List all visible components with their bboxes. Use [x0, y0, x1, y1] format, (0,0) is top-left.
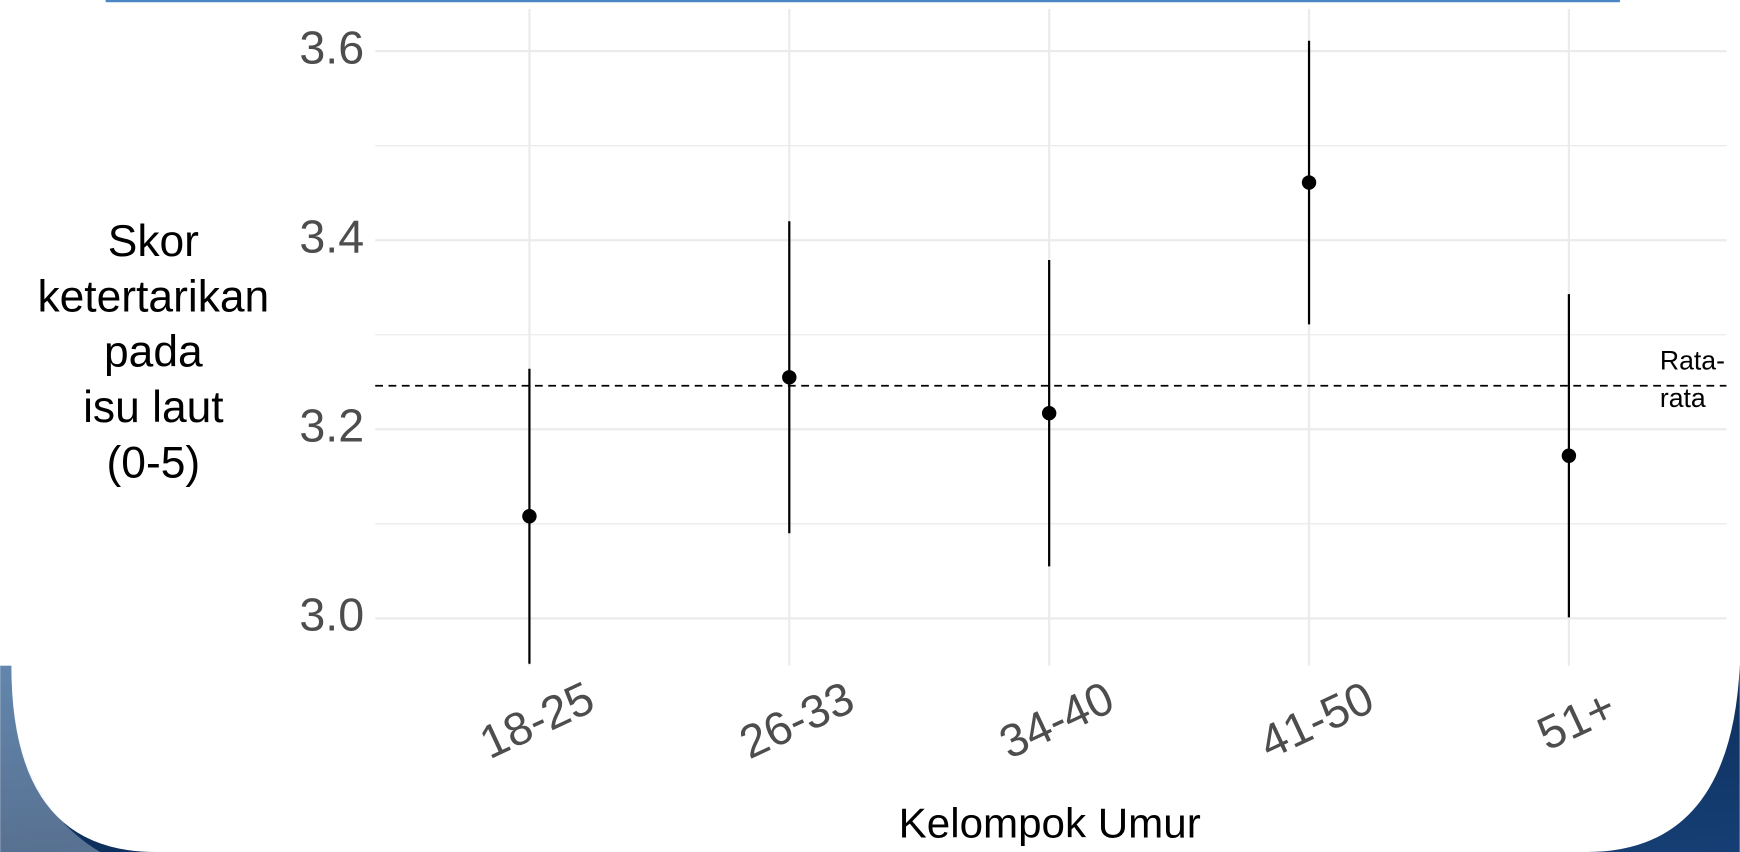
- y-axis-title: ketertarikan: [37, 272, 269, 321]
- point: [1561, 448, 1577, 463]
- y-tick-label: 3.4: [299, 211, 364, 263]
- y-axis-title: isu laut: [83, 383, 224, 432]
- point: [1041, 405, 1057, 421]
- y-tick-label: 3.6: [299, 21, 364, 73]
- mean-label: Rata-: [1660, 346, 1725, 376]
- y-axis-title: pada: [104, 328, 203, 377]
- point: [782, 370, 797, 385]
- point: [1301, 175, 1317, 190]
- y-axis-title: (0-5): [107, 439, 201, 488]
- y-tick-label: 3.2: [299, 400, 364, 452]
- y-axis-title: Skor: [108, 217, 199, 266]
- y-tick-label: 3.0: [299, 589, 364, 641]
- wave: [0, 665, 101, 852]
- mean-label: rata: [1660, 383, 1706, 413]
- point: [522, 509, 537, 524]
- x-axis-title: Kelompok Umur: [899, 800, 1201, 847]
- top-border: [105, 0, 1620, 3]
